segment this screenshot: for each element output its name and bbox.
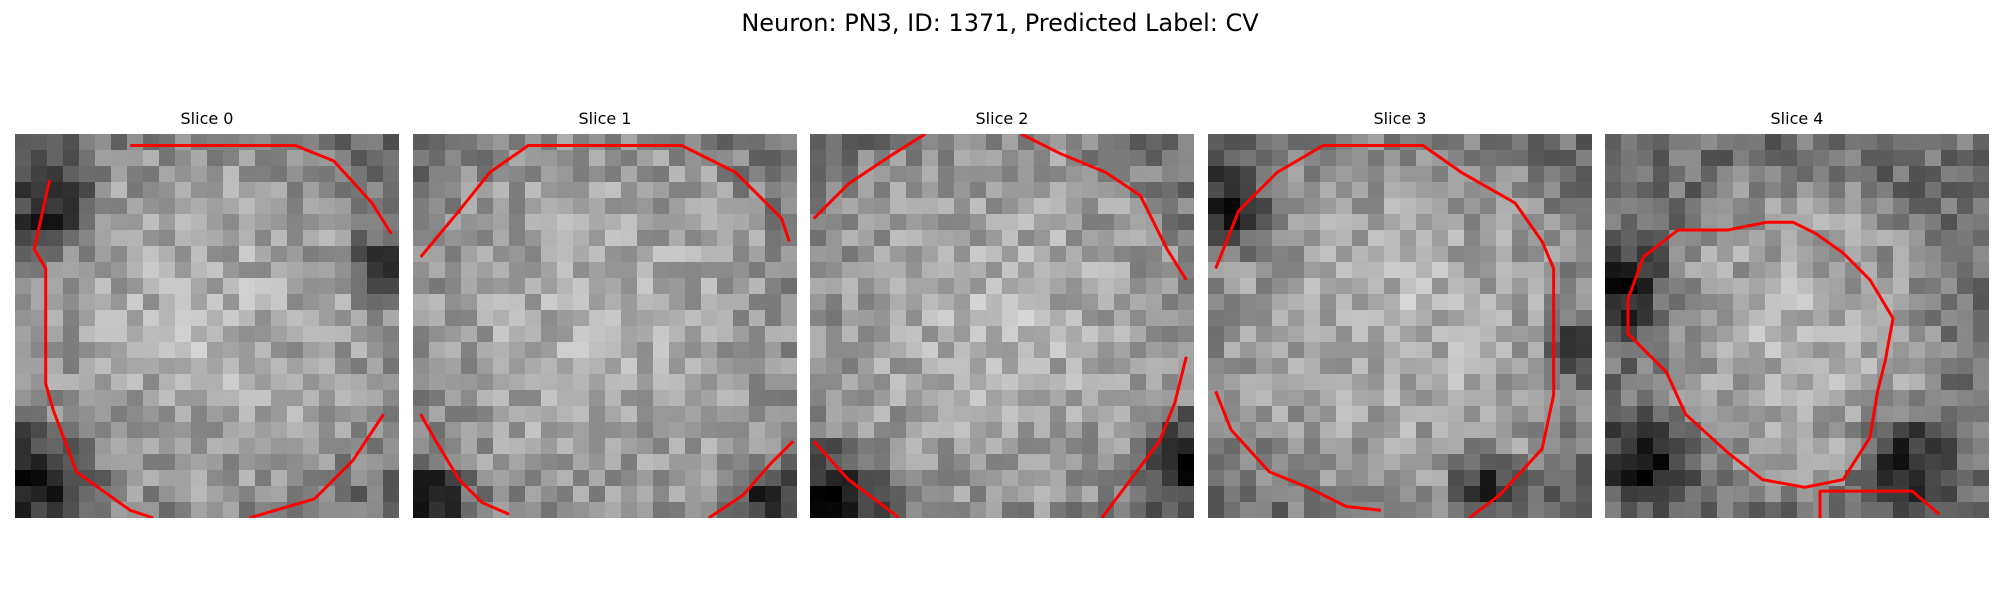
- pixel-grid: [810, 134, 1194, 518]
- slice-title: Slice 3: [1373, 109, 1427, 128]
- roi-contour: [419, 413, 510, 516]
- roi-contour: [1100, 356, 1188, 518]
- slice-image: [1605, 134, 1989, 518]
- slice-image: [810, 134, 1194, 518]
- roi-contour: [248, 413, 385, 518]
- slice-image: [1208, 134, 1592, 518]
- slice-panel-1: Slice 1: [413, 108, 797, 518]
- roi-contour: [419, 144, 791, 258]
- roi-contour: [130, 144, 393, 235]
- roi-contour: [1818, 489, 1941, 518]
- roi-contour: [812, 440, 900, 518]
- pixel-grid: [1208, 134, 1592, 518]
- roi-contour: [1214, 144, 1556, 518]
- roi-contour: [1214, 390, 1381, 512]
- figure-title: Neuron: PN3, ID: 1371, Predicted Label: …: [741, 9, 1259, 37]
- slice-panel-2: Slice 2: [810, 108, 1194, 518]
- slice-image: [413, 134, 797, 518]
- pixel-grid: [1605, 134, 1989, 518]
- slice-title: Slice 4: [1770, 109, 1824, 128]
- slice-title: Slice 1: [578, 109, 632, 128]
- roi-contour: [707, 440, 795, 518]
- slice-title: Slice 0: [180, 109, 234, 128]
- slice-panel-0: Slice 0: [15, 108, 399, 518]
- roi-contour: [1626, 220, 1895, 489]
- pixel-grid: [413, 134, 797, 518]
- roi-contour: [812, 134, 926, 220]
- slice-panel-4: Slice 4: [1605, 108, 1989, 518]
- slice-image: [15, 134, 399, 518]
- roi-contour: [32, 179, 154, 518]
- slice-title: Slice 2: [975, 109, 1029, 128]
- slice-panel-3: Slice 3: [1208, 108, 1592, 518]
- roi-contour: [1020, 134, 1188, 281]
